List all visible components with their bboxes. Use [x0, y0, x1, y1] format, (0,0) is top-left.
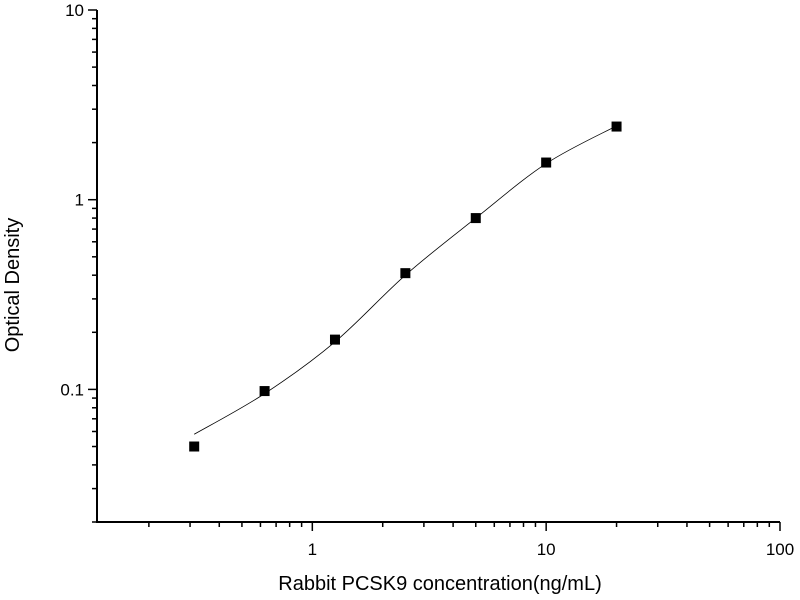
- axes: 1 10 100 0.1 1 10: [60, 1, 794, 559]
- data-point: [189, 441, 200, 452]
- y-tick-label: 0.1: [60, 380, 84, 399]
- x-tick-label: 100: [766, 540, 794, 559]
- y-tick-label: 1: [75, 191, 84, 210]
- x-axis-title: Rabbit PCSK9 concentration(ng/mL): [278, 573, 602, 595]
- data-point: [541, 157, 552, 168]
- y-axis-title: Optical Density: [2, 218, 24, 353]
- x-tick-label: 1: [308, 540, 317, 559]
- data-point: [259, 386, 270, 397]
- data-point: [470, 213, 481, 224]
- fit-curve: [193, 125, 617, 435]
- data-point: [611, 121, 622, 132]
- x-tick-label: 10: [537, 540, 556, 559]
- data-point: [329, 334, 340, 345]
- y-tick-label: 10: [65, 1, 84, 20]
- data-point: [400, 268, 411, 279]
